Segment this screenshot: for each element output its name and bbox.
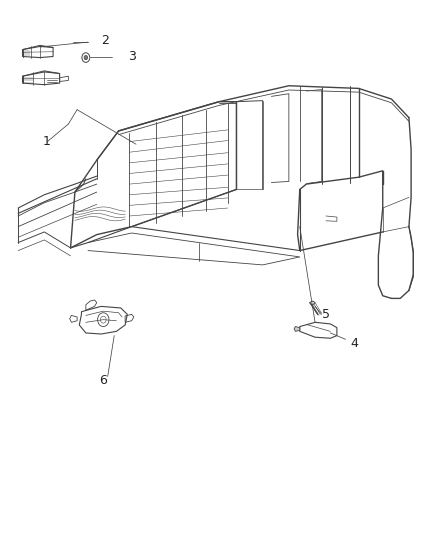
Circle shape <box>84 55 88 60</box>
Text: 4: 4 <box>350 337 358 350</box>
Text: 5: 5 <box>322 308 330 321</box>
Text: 3: 3 <box>128 50 136 63</box>
Text: 1: 1 <box>42 135 50 148</box>
Polygon shape <box>294 327 300 332</box>
Text: 6: 6 <box>99 374 107 387</box>
Text: 2: 2 <box>102 34 110 47</box>
